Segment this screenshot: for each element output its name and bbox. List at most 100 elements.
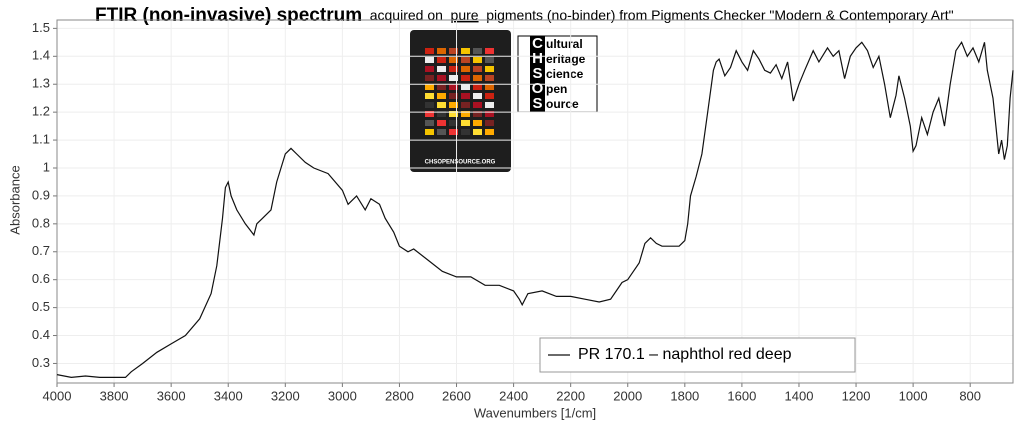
swatch (437, 84, 446, 90)
swatch (437, 57, 446, 63)
swatch (461, 111, 470, 117)
swatch (473, 57, 482, 63)
swatch (425, 129, 434, 135)
swatch (473, 120, 482, 126)
swatch (425, 93, 434, 99)
subtitle: pigments (no-binder) from Pigments Check… (486, 7, 953, 23)
swatch (425, 48, 434, 54)
swatch (485, 120, 494, 126)
swatch (473, 111, 482, 117)
swatch (437, 66, 446, 72)
x-tick-label: 3600 (157, 388, 186, 403)
y-tick-label: 0.4 (32, 327, 50, 342)
swatch (461, 48, 470, 54)
legend-box (539, 337, 856, 373)
x-tick-label: 4000 (43, 388, 72, 403)
y-tick-label: 1.4 (32, 48, 50, 63)
swatch (449, 111, 458, 117)
swatch (461, 93, 470, 99)
swatch (449, 48, 458, 54)
swatch (425, 84, 434, 90)
logo-word: eritage (546, 52, 586, 66)
x-tick-label: 3400 (214, 388, 243, 403)
swatch (473, 129, 482, 135)
swatch (449, 84, 458, 90)
x-tick-label: 2800 (385, 388, 414, 403)
swatch (461, 120, 470, 126)
swatch (485, 129, 494, 135)
swatch (437, 120, 446, 126)
x-tick-label: 2200 (556, 388, 585, 403)
card-caption: CHSOPENSOURCE.ORG (425, 160, 496, 166)
swatch (461, 66, 470, 72)
subtitle: pure (451, 7, 479, 23)
swatch (449, 66, 458, 72)
legend-label: PR 170.1 – naphthol red deep (578, 346, 792, 363)
swatch (425, 66, 434, 72)
y-tick-label: 0.7 (32, 243, 50, 258)
x-tick-label: 1200 (842, 388, 871, 403)
swatch (449, 102, 458, 108)
plot-frame (56, 19, 1014, 384)
swatch (485, 102, 494, 108)
swatch (437, 111, 446, 117)
swatch (473, 66, 482, 72)
x-tick-label: 3200 (271, 388, 300, 403)
y-tick-label: 0.8 (32, 215, 50, 230)
x-tick-label: 2000 (613, 388, 642, 403)
swatch (473, 93, 482, 99)
swatch (425, 120, 434, 126)
spectrum-line (56, 41, 1014, 379)
swatch (485, 93, 494, 99)
logo-bar (530, 36, 545, 112)
swatch (449, 57, 458, 63)
x-tick-label: 1800 (670, 388, 699, 403)
swatch (485, 111, 494, 117)
y-tick-label: 0.6 (32, 271, 50, 286)
y-tick-label: 0.5 (32, 299, 50, 314)
y-tick-label: 1.3 (32, 76, 50, 91)
x-tick-label: 3000 (328, 388, 357, 403)
x-axis-label: Wavenumbers [1/cm] (474, 405, 596, 420)
chart-title: FTIR (non-invasive) spectrum (95, 5, 362, 26)
swatch (425, 57, 434, 63)
pigment-card: CHSOPENSOURCE.ORG (410, 30, 511, 172)
y-tick-label: 0.3 (32, 355, 50, 370)
swatch (485, 48, 494, 54)
legend: PR 170.1 – naphthol red deep (539, 337, 856, 373)
logo-letter: S (532, 95, 542, 112)
logo-word: ource (546, 97, 579, 111)
swatch (485, 66, 494, 72)
swatch (437, 129, 446, 135)
swatch (425, 111, 434, 117)
swatch (449, 129, 458, 135)
swatch (425, 75, 434, 81)
y-tick-label: 0.9 (32, 187, 50, 202)
swatch (437, 93, 446, 99)
subtitle: acquired on (370, 7, 443, 23)
swatch (461, 84, 470, 90)
logo-letter: C (532, 35, 543, 52)
swatch (461, 75, 470, 81)
x-tick-label: 1000 (899, 388, 928, 403)
logo-word: cience (546, 67, 584, 81)
x-tick-label: 2400 (499, 388, 528, 403)
x-tick-label: 3800 (100, 388, 129, 403)
swatch (485, 75, 494, 81)
y-tick-label: 1.5 (32, 20, 50, 35)
y-tick-label: 1 (43, 159, 50, 174)
swatch (461, 129, 470, 135)
logo-letter: S (532, 65, 542, 82)
x-tick-label: 800 (959, 388, 981, 403)
swatch (449, 120, 458, 126)
swatch (437, 102, 446, 108)
swatch (449, 93, 458, 99)
logo-word: pen (546, 82, 567, 96)
swatch (473, 48, 482, 54)
swatch (437, 75, 446, 81)
x-tick-label: 2600 (442, 388, 471, 403)
swatch (461, 57, 470, 63)
